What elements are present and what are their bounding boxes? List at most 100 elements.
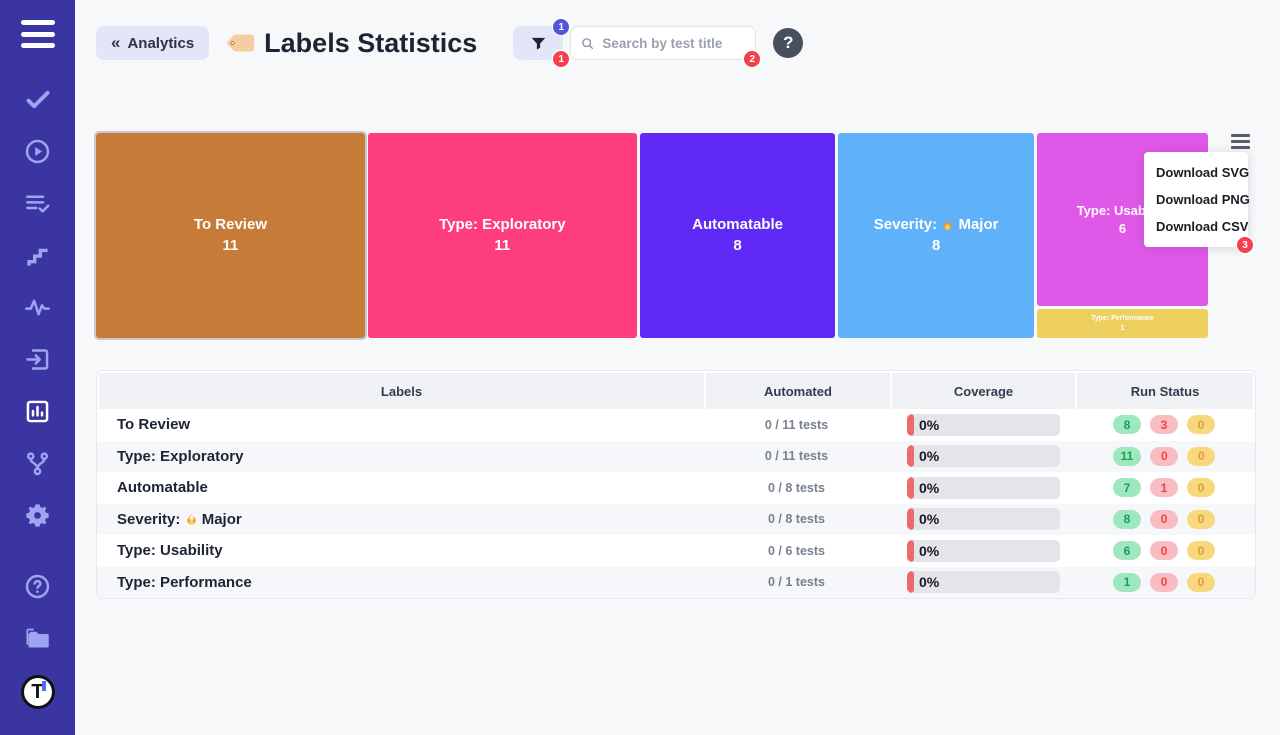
column-header-coverage: Coverage [892, 373, 1075, 409]
search-input[interactable] [602, 35, 746, 51]
column-header-automated: Automated [706, 373, 890, 409]
coverage-bar-fill [907, 539, 914, 562]
annotation-badge-3: 3 [1237, 237, 1253, 253]
table-row[interactable]: Type: Performance 0 / 1 tests 0% 1 0 0 [97, 566, 1255, 598]
label-tag-icon [226, 34, 255, 52]
row-label: Type: Exploratory [117, 447, 244, 465]
annotation-badge-2: 2 [744, 51, 761, 67]
back-to-analytics-button[interactable]: « Analytics [96, 26, 210, 60]
run-status-skipped-badge: 0 [1187, 572, 1215, 592]
run-status-skipped-badge: 0 [1187, 415, 1215, 435]
treemap-block[interactable]: To Review 11 [94, 131, 367, 340]
menu-icon[interactable] [20, 20, 55, 48]
back-button-label: Analytics [127, 34, 195, 52]
run-status-failed-badge: 0 [1150, 541, 1178, 561]
treemap-block-label: Automatable [692, 216, 783, 234]
treemap-block[interactable]: Severity: Major 8 [838, 133, 1034, 338]
sidebar-item-test-plans[interactable] [23, 188, 53, 218]
run-status-skipped-badge: 0 [1187, 478, 1215, 498]
annotation-badge-1: 1 [553, 51, 570, 67]
treemap-block-label: Severity: Major [873, 216, 999, 234]
table-row[interactable]: Type: Exploratory 0 / 11 tests 0% 11 0 0 [97, 440, 1255, 472]
labels-table: Labels Automated Coverage Run Status To … [96, 370, 1256, 599]
coverage-value: 0% [919, 448, 940, 465]
menu-item-download-svg[interactable]: Download SVG [1156, 165, 1250, 180]
coverage-bar-fill [907, 445, 914, 468]
sidebar: T [0, 0, 75, 735]
row-label: Automatable [117, 479, 208, 497]
fire-icon [186, 513, 196, 525]
sidebar-item-pulse[interactable] [23, 292, 53, 322]
page-header: « Analytics Labels Statistics 1 1 [75, 0, 1280, 67]
run-status-failed-badge: 1 [1150, 478, 1178, 498]
run-status-passed-badge: 6 [1113, 541, 1141, 561]
table-row[interactable]: Automatable 0 / 8 tests 0% 7 1 0 [97, 472, 1255, 504]
filter-button[interactable]: 1 1 [513, 19, 570, 67]
coverage-bar-fill [907, 476, 914, 499]
sidebar-item-branches[interactable] [23, 448, 53, 478]
chevron-left-icon: « [111, 33, 121, 52]
treemap-block-value: 11 [222, 236, 239, 254]
sidebar-bottom: T [20, 571, 55, 709]
sidebar-item-projects[interactable] [23, 623, 53, 653]
download-menu: Download SVG Download PNG Download CSV 3 [1144, 152, 1253, 253]
analytics-chart-icon [26, 400, 49, 422]
filter-active-badge: 1 [553, 19, 570, 35]
sidebar-item-runs[interactable] [23, 136, 53, 166]
run-status-skipped-badge: 0 [1187, 446, 1216, 466]
coverage-bar: 0% [907, 571, 1060, 594]
sidebar-item-tests[interactable] [23, 84, 53, 114]
table-row[interactable]: Type: Usability 0 / 6 tests 0% 6 0 0 [97, 535, 1255, 567]
treemap-block[interactable]: Automatable 8 [639, 133, 836, 338]
row-label: Type: Performance [117, 573, 252, 591]
coverage-value: 0% [919, 574, 940, 591]
sidebar-item-help[interactable] [23, 571, 53, 601]
run-status-passed-badge: 11 [1112, 446, 1142, 466]
tests-check-icon [26, 90, 50, 108]
row-label: To Review [117, 416, 191, 434]
sidebar-item-milestones[interactable] [23, 240, 53, 270]
test-plans-icon [26, 195, 50, 213]
run-status-skipped-badge: 0 [1187, 509, 1215, 529]
table-body: To Review 0 / 11 tests 0% 8 3 0 Type: Explorat… [97, 409, 1255, 598]
run-status-failed-badge: 0 [1150, 572, 1178, 592]
row-automated: 0 / 11 tests [764, 417, 829, 432]
table-row[interactable]: To Review 0 / 11 tests 0% 8 3 0 [97, 409, 1255, 441]
treemap-block[interactable]: Type: Performance 1 [1036, 309, 1209, 338]
treemap-block-value: 11 [494, 236, 511, 254]
row-automated: 0 / 8 tests [768, 480, 825, 495]
table-header: Labels Automated Coverage Run Status [97, 371, 1255, 409]
row-label: Type: Usability [117, 542, 223, 560]
row-label: Severity: Major [117, 510, 242, 528]
coverage-bar-fill [907, 413, 914, 436]
treemap-block[interactable]: Type: Exploratory 11 [367, 133, 637, 338]
app-logo[interactable]: T [20, 675, 55, 709]
coverage-value: 0% [919, 416, 940, 433]
table-row[interactable]: Severity: Major 0 / 8 tests 0% 8 0 0 [97, 503, 1255, 535]
sidebar-item-import[interactable] [23, 344, 53, 374]
row-automated: 0 / 1 tests [768, 575, 825, 590]
run-status-passed-badge: 1 [1113, 572, 1141, 592]
chart-menu-icon[interactable] [1231, 134, 1250, 152]
help-circle-icon [25, 574, 50, 598]
menu-item-download-csv[interactable]: Download CSV [1156, 219, 1249, 234]
row-automated: 0 / 8 tests [768, 512, 825, 527]
menu-item-download-png[interactable]: Download PNG [1156, 192, 1250, 207]
import-icon [26, 348, 49, 370]
treemap-block-label: Type: Exploratory [439, 216, 566, 234]
row-automated: 0 / 11 tests [764, 449, 829, 464]
sidebar-item-analytics[interactable] [23, 396, 53, 426]
sidebar-item-settings[interactable] [23, 500, 53, 530]
projects-folder-icon [26, 628, 49, 647]
page-title-text: Labels Statistics [264, 27, 478, 58]
treemap: To Review 11 Type: Exploratory 11 Automatabl… [94, 131, 1209, 340]
coverage-value: 0% [919, 542, 940, 559]
treemap-block-value: 1 [1120, 324, 1125, 332]
help-button[interactable]: ? [773, 28, 804, 58]
coverage-bar: 0% [907, 445, 1060, 468]
coverage-bar: 0% [907, 539, 1060, 562]
coverage-bar: 0% [907, 413, 1060, 436]
search-icon [582, 37, 594, 49]
coverage-bar: 0% [907, 508, 1060, 531]
runs-play-icon [25, 139, 50, 163]
